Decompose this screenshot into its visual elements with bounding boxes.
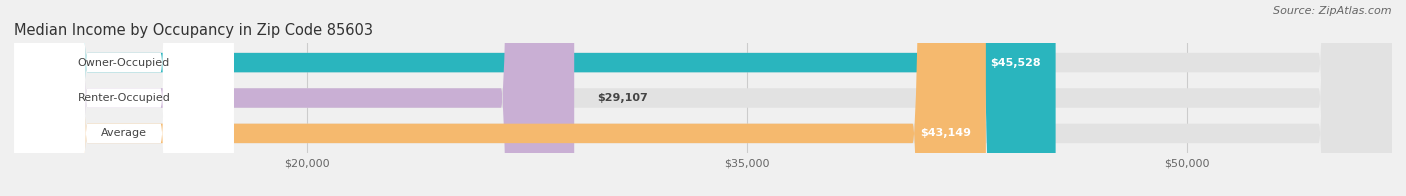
Text: Average: Average (101, 128, 148, 138)
Text: Owner-Occupied: Owner-Occupied (77, 58, 170, 68)
FancyBboxPatch shape (14, 0, 233, 196)
FancyBboxPatch shape (14, 0, 1392, 196)
Text: Median Income by Occupancy in Zip Code 85603: Median Income by Occupancy in Zip Code 8… (14, 23, 373, 38)
FancyBboxPatch shape (14, 0, 1056, 196)
Text: Source: ZipAtlas.com: Source: ZipAtlas.com (1274, 6, 1392, 16)
FancyBboxPatch shape (14, 0, 1392, 196)
FancyBboxPatch shape (14, 0, 233, 196)
Text: $45,528: $45,528 (990, 58, 1040, 68)
Text: Renter-Occupied: Renter-Occupied (77, 93, 170, 103)
FancyBboxPatch shape (14, 0, 574, 196)
FancyBboxPatch shape (14, 0, 1392, 196)
Text: $43,149: $43,149 (920, 128, 972, 138)
FancyBboxPatch shape (14, 0, 233, 196)
FancyBboxPatch shape (14, 0, 986, 196)
Text: $29,107: $29,107 (598, 93, 648, 103)
